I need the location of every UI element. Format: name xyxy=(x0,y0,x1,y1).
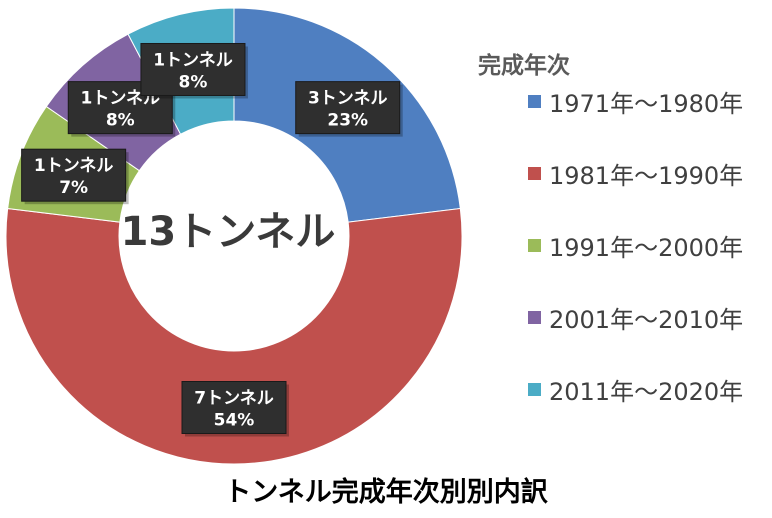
data-label-percent: 8% xyxy=(106,111,135,131)
legend-item-3: 1991年～2000年 xyxy=(528,230,744,262)
data-label-count: 3トンネル xyxy=(308,89,388,109)
data-label-count: 7トンネル xyxy=(194,389,274,409)
center-label: 13トンネル xyxy=(121,209,336,255)
legend-item-2: 1981年～1990年 xyxy=(528,158,744,190)
legend-item-5: 2011年～2020年 xyxy=(528,374,744,406)
legend-label: 1981年～1990年 xyxy=(549,161,744,190)
legend-swatch xyxy=(528,382,541,396)
legend-label: 1991年～2000年 xyxy=(549,233,744,262)
data-label-percent: 8% xyxy=(179,72,208,92)
legend-label: 2001年～2010年 xyxy=(549,305,744,334)
legend-item-4: 2001年～2010年 xyxy=(528,302,744,334)
data-label-percent: 54% xyxy=(214,411,255,431)
data-label-count: 1トンネル xyxy=(153,50,233,70)
data-label-count: 1トンネル xyxy=(81,89,161,109)
legend-swatch xyxy=(528,310,541,324)
legend-item-1: 1971年～1980年 xyxy=(528,86,744,118)
legend-swatch xyxy=(528,94,541,108)
slice-2 xyxy=(5,207,463,465)
legend-title: 完成年次 xyxy=(478,53,570,79)
legend-swatch xyxy=(528,238,541,252)
data-label-percent: 7% xyxy=(59,178,88,198)
legend-label: 1971年～1980年 xyxy=(549,89,744,118)
data-label-percent: 23% xyxy=(327,111,368,131)
data-label-count: 1トンネル xyxy=(34,156,114,176)
chart-title: トンネル完成年次別別内訳 xyxy=(224,477,548,508)
legend-label: 2011年～2020年 xyxy=(549,377,744,406)
legend-swatch xyxy=(528,166,541,180)
